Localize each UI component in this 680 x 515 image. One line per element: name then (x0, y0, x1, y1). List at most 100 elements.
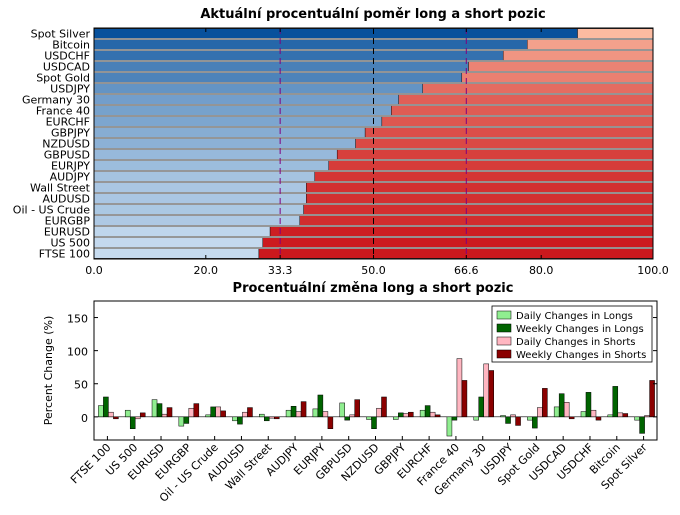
y-tick-label: 100 (67, 346, 88, 359)
legend-swatch (496, 323, 512, 333)
change-bar (408, 411, 414, 418)
category-label: USDJPY (50, 83, 90, 96)
change-bar (644, 415, 650, 418)
change-bar (295, 411, 302, 418)
change-bar (376, 407, 382, 418)
x-tick-label: 0.0 (85, 264, 103, 277)
change-bar (488, 370, 494, 418)
change-bar (381, 396, 387, 418)
short-bar (269, 226, 654, 237)
change-bar (537, 407, 543, 418)
long-bar (93, 215, 300, 226)
change-bar (403, 413, 409, 418)
category-label: France 40 (36, 105, 90, 118)
change-bar (259, 413, 265, 418)
change-bar (634, 416, 640, 421)
change-bar (473, 416, 479, 421)
change-bar (285, 409, 292, 418)
change-bar (327, 416, 334, 429)
short-bar (303, 204, 654, 215)
change-bar (290, 405, 297, 418)
long-bar (93, 116, 383, 127)
change-bar (178, 416, 185, 427)
legend-box (491, 305, 653, 363)
change-bar (639, 416, 645, 434)
change-bar (210, 406, 216, 418)
category-label: Spot Gold (36, 72, 90, 85)
change-bar (183, 416, 190, 424)
short-bar (398, 94, 654, 105)
change-bar (451, 416, 458, 421)
category-label: GBPUSD (44, 149, 90, 162)
change-bar (129, 416, 136, 429)
y-axis-label: Percent Change (%) (42, 316, 55, 426)
long-bar (93, 28, 578, 39)
long-bar (93, 193, 307, 204)
long-bar (93, 105, 392, 116)
change-bar (139, 412, 146, 418)
y-tick-label: 150 (67, 313, 88, 326)
change-bar (220, 410, 226, 418)
change-bar (434, 414, 441, 418)
short-bar (577, 28, 654, 39)
change-bar (247, 407, 253, 418)
category-label: EURUSD (44, 226, 90, 239)
change-bar (483, 363, 489, 418)
change-chart-title: Procentuální změna long a short pozic (233, 281, 514, 296)
category-label: GBPJPY (51, 127, 90, 140)
change-bar (215, 406, 221, 418)
short-bar (355, 138, 654, 149)
category-label: USDCHF (44, 50, 90, 63)
short-bar (468, 61, 654, 72)
category-label: Oil - US Crude (13, 204, 90, 217)
change-bar (98, 405, 104, 418)
change-bar (424, 405, 431, 418)
long-bar (93, 138, 356, 149)
category-label: Germany 30 (22, 94, 90, 107)
change-bar (113, 416, 119, 420)
change-bar (193, 403, 200, 418)
change-bar (166, 407, 173, 418)
change-bar (103, 396, 109, 418)
category-label: EURGBP (45, 215, 91, 228)
long-bar (93, 182, 307, 193)
change-bar (398, 412, 404, 418)
change-bar (607, 414, 614, 418)
legend-label: Daily Changes in Shorts (516, 337, 636, 348)
change-bar (563, 402, 570, 418)
legend-swatch (496, 349, 512, 359)
legend-swatch (496, 310, 512, 320)
change-bar (344, 416, 350, 421)
short-bar (461, 72, 654, 83)
change-bar (237, 416, 243, 425)
change-bar (354, 399, 360, 418)
short-bar (391, 105, 654, 116)
change-bar (617, 412, 624, 418)
category-label: EURJPY (51, 160, 90, 173)
change-bar (317, 394, 324, 418)
short-bar (502, 50, 654, 61)
change-bar (532, 416, 538, 429)
change-bar (349, 414, 355, 418)
change-bar (429, 411, 436, 418)
change-bar (461, 380, 468, 418)
category-label: EURCHF (46, 116, 90, 129)
y-tick-label: 50 (74, 379, 88, 392)
long-bar (93, 204, 304, 215)
legend-label: Daily Changes in Longs (516, 311, 633, 322)
ratio-chart-title: Aktuální procentuální poměr long a short… (200, 7, 545, 22)
short-bar (258, 248, 654, 259)
change-bar (188, 407, 195, 418)
change-bar (542, 388, 548, 418)
change-bar (134, 416, 141, 420)
long-bar (93, 39, 528, 50)
change-bar (322, 411, 329, 418)
long-bar (93, 149, 338, 160)
category-label: Wall Street (30, 182, 91, 195)
category-label: AUDJPY (50, 171, 91, 184)
x-tick-label: 100.0 (637, 264, 669, 277)
short-bar (422, 83, 654, 94)
